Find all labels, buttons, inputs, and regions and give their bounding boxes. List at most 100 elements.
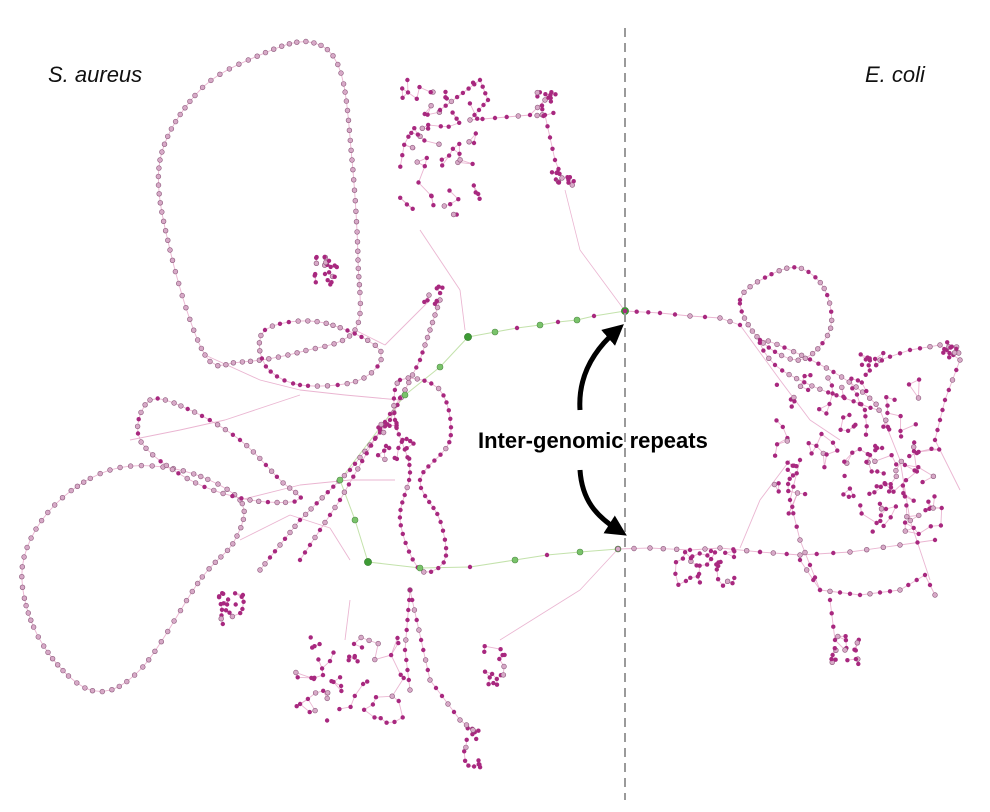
graph-node [464,737,469,742]
graph-node [443,553,449,558]
graph-node [325,690,331,696]
graph-node [426,122,431,128]
graph-node [191,471,197,477]
graph-node [313,271,318,277]
graph-node [476,191,481,197]
graph-node [230,432,236,437]
graph-edge [883,544,901,548]
graph-edge [367,561,421,569]
graph-node [786,488,791,494]
graph-node [688,555,694,561]
graph-node [448,425,454,430]
graph-node [155,182,162,188]
graph-node [894,462,899,467]
graph-node [352,378,359,385]
graph-node [407,687,413,693]
graph-edge [391,677,405,697]
graph-node [434,304,441,311]
graph-edge [940,507,943,526]
graph-node [265,499,271,505]
graph-node [312,644,317,649]
graph-node [422,493,428,499]
graph-node [351,177,357,183]
graph-node [220,591,225,596]
graph-node [935,427,940,433]
graph-node [330,53,336,59]
graph-node [850,450,855,455]
graph-node [824,452,829,457]
graph-node [331,341,337,347]
graph-node [302,550,308,555]
graph-edge [908,384,919,399]
graph-node [482,644,487,649]
graph-node [19,584,26,590]
graph-node [741,315,748,321]
graph-node [244,442,250,449]
graph-node [218,601,223,607]
graph-node [357,289,363,296]
graph-node [786,371,792,378]
graph-node [224,602,230,607]
graph-node [202,352,208,358]
repeat-node [416,564,424,572]
graph-edge [329,527,351,561]
graph-node [355,265,361,272]
graph-edge [739,499,761,549]
graph-node [405,375,411,381]
graph-node [476,728,481,733]
graph-node [373,695,379,700]
graph-node [715,577,721,582]
graph-node [375,453,381,458]
graph-edge [849,549,867,553]
graph-node [428,569,434,574]
graph-node [720,583,726,588]
graph-edge [439,336,469,368]
graph-node [378,356,384,363]
graph-node [454,94,460,100]
graph-node [878,506,885,512]
graph-node [68,487,74,494]
graph-edge [469,559,516,568]
graph-node [274,374,280,379]
graph-node [829,656,834,662]
graph-node [946,387,951,393]
graph-edge [398,700,404,718]
graph-edge [546,551,581,556]
graph-node [392,455,397,461]
graph-node [216,595,222,600]
graph-node [232,591,238,596]
graph-node [277,321,283,326]
graph-node [332,504,338,511]
graph-node [903,478,909,483]
graph-node [916,449,921,455]
graph-node [646,310,651,315]
graph-node [431,505,436,511]
graph-node [292,499,297,504]
graph-node [717,545,723,551]
graph-node [380,429,387,436]
annotation-arrow-down [577,469,627,536]
graph-node [406,134,411,139]
graph-node [551,110,556,116]
graph-node [841,415,846,420]
graph-node [865,355,870,360]
graph-node [317,641,322,647]
graph-node [846,379,852,385]
graph-node [19,573,25,580]
graph-node [737,297,743,303]
graph-edge [821,433,834,444]
graph-node [224,547,231,554]
graph-node [439,693,445,699]
graph-node [473,131,478,136]
graph-node [422,299,427,305]
graph-node [813,275,818,280]
graph-node [222,426,229,433]
graph-node [817,279,823,286]
graph-node [622,308,628,314]
graph-node [878,513,884,518]
graph-node [887,427,892,432]
graph-node [184,475,190,482]
graph-node [482,669,488,674]
graph-node [680,556,686,561]
graph-node [785,481,791,487]
